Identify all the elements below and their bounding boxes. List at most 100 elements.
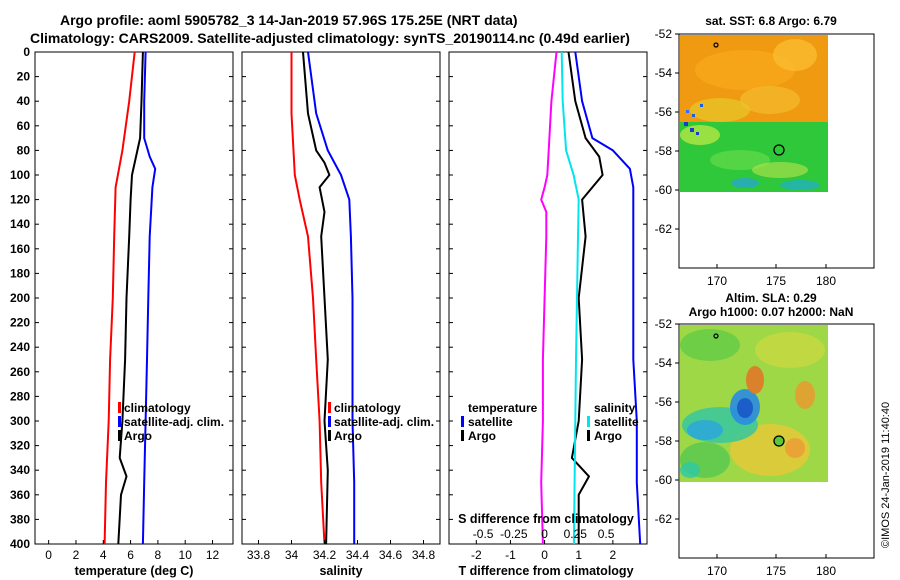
depth-tick-label: 180 bbox=[10, 266, 30, 280]
legend-swatch-satellite bbox=[328, 416, 331, 427]
temperature-xlabel: temperature (deg C) bbox=[75, 564, 194, 578]
legend-label-argo: Argo bbox=[334, 429, 362, 443]
depth-tick-label: 280 bbox=[10, 389, 30, 403]
legend-swatch-argo bbox=[328, 430, 331, 441]
difference-legend-temperature: temperature satellite Argo bbox=[461, 401, 538, 443]
difference-x-ticks: -2 -1 0 1 2 bbox=[471, 540, 617, 562]
map-y-tick-label: -58 bbox=[655, 144, 673, 158]
depth-tick-label: 0 bbox=[23, 45, 30, 59]
map-y-tick-label: -54 bbox=[655, 356, 673, 370]
map-y-tick-label: -52 bbox=[655, 317, 673, 331]
map-y-tick-label: -56 bbox=[655, 105, 673, 119]
depth-tick-label: 300 bbox=[10, 414, 30, 428]
series-line-salinity-satellite bbox=[560, 51, 580, 545]
x-tick-label: 4 bbox=[100, 548, 107, 562]
s-diff-tick-label: -0.5 bbox=[473, 527, 494, 541]
x-tick-label: -1 bbox=[505, 548, 516, 562]
x-tick-label: 34.2 bbox=[313, 548, 337, 562]
legend-swatch-satellite bbox=[587, 416, 590, 427]
depth-tick-label: 160 bbox=[10, 242, 30, 256]
legend-swatch-satellite bbox=[118, 416, 121, 427]
depth-tick-label: 220 bbox=[10, 316, 30, 330]
sla-map-x-ticks: 170 175 180 bbox=[707, 554, 836, 578]
x-tick-label: 10 bbox=[179, 548, 193, 562]
temperature-legend: climatology satellite-adj. clim. Argo bbox=[118, 401, 224, 443]
s-diff-tick-label: 0.25 bbox=[564, 527, 588, 541]
legend-label-argo: Argo bbox=[124, 429, 152, 443]
legend-swatch-climatology bbox=[118, 402, 121, 413]
difference-panel-frame bbox=[448, 51, 648, 545]
legend-label-satellite: satellite bbox=[468, 415, 513, 429]
series-line-temperature-argo bbox=[567, 51, 604, 544]
x-tick-label: 0 bbox=[541, 548, 548, 562]
legend-title-temperature: temperature bbox=[468, 401, 538, 415]
map-x-tick-label: 180 bbox=[816, 274, 836, 288]
x-tick-label: 0 bbox=[45, 548, 52, 562]
depth-tick-label: 380 bbox=[10, 512, 30, 526]
depth-tick-label: 240 bbox=[10, 340, 30, 354]
legend-label-climatology: climatology bbox=[124, 401, 191, 415]
temperature-panel-frame bbox=[34, 51, 234, 545]
depth-tick-label: 260 bbox=[10, 365, 30, 379]
map-x-tick-label: 170 bbox=[707, 274, 727, 288]
s-diff-tick-label: 0 bbox=[541, 527, 548, 541]
x-tick-label: 34.8 bbox=[412, 548, 436, 562]
series-line-satellite-adj-clim- bbox=[141, 51, 157, 545]
map-y-tick-label: -58 bbox=[655, 434, 673, 448]
legend-label-satellite: satellite-adj. clim. bbox=[334, 415, 434, 429]
depth-axis: 0 20 40 60 80 100 120 140 160 180 200 220 240 260 280 3… bbox=[10, 45, 647, 551]
legend-label-argo: Argo bbox=[468, 429, 496, 443]
series-line-climatology bbox=[290, 52, 326, 545]
map-y-tick-label: -52 bbox=[655, 27, 673, 41]
series-line-climatology bbox=[103, 51, 136, 545]
sla-map-title-line-1: Altim. SLA: 0.29 bbox=[725, 291, 817, 305]
s-diff-tick-label: 0.5 bbox=[598, 527, 615, 541]
map-y-tick-label: -60 bbox=[655, 183, 673, 197]
salinity-difference-title: S difference from climatology bbox=[458, 512, 634, 526]
difference-lines bbox=[540, 51, 642, 545]
imos-timestamp: ©IMOS 24-Jan-2019 11:40:40 bbox=[880, 402, 892, 548]
x-tick-label: 34.4 bbox=[346, 548, 370, 562]
depth-tick-label: 140 bbox=[10, 217, 30, 231]
legend-swatch-argo bbox=[461, 430, 464, 441]
sla-map-image bbox=[680, 325, 828, 482]
s-diff-tick-label: -0.25 bbox=[500, 527, 528, 541]
sla-argo-location-marker bbox=[773, 435, 785, 447]
map-x-tick-label: 180 bbox=[816, 564, 836, 578]
legend-label-argo: Argo bbox=[594, 429, 622, 443]
map-x-tick-label: 175 bbox=[766, 564, 786, 578]
series-line-argo bbox=[302, 51, 331, 545]
legend-label-satellite: satellite bbox=[594, 415, 639, 429]
legend-swatch-argo bbox=[118, 430, 121, 441]
depth-tick-label: 200 bbox=[10, 291, 30, 305]
series-line-argo bbox=[117, 51, 144, 545]
map-y-tick-label: -56 bbox=[655, 395, 673, 409]
difference-xlabel: T difference from climatology bbox=[458, 564, 633, 578]
legend-swatch-climatology bbox=[328, 402, 331, 413]
x-tick-label: 12 bbox=[206, 548, 220, 562]
title-line-2: Climatology: CARS2009. Satellite-adjuste… bbox=[30, 30, 630, 46]
sst-argo-location-marker bbox=[773, 144, 785, 156]
legend-label-satellite: satellite-adj. clim. bbox=[124, 415, 224, 429]
series-line-satellite-adj-clim- bbox=[307, 51, 356, 544]
depth-tick-label: 340 bbox=[10, 463, 30, 477]
series-line-salinity-argo bbox=[540, 51, 558, 545]
map-x-tick-label: 170 bbox=[707, 564, 727, 578]
temperature-x-ticks: 0 2 4 6 8 10 12 bbox=[45, 540, 220, 562]
sst-map-image bbox=[680, 35, 828, 192]
depth-tick-label: 360 bbox=[10, 488, 30, 502]
legend-swatch-argo bbox=[587, 430, 590, 441]
salinity-x-ticks: 33.8 34 34.2 34.4 34.6 34.8 bbox=[247, 540, 436, 562]
depth-tick-label: 400 bbox=[10, 537, 30, 551]
salinity-xlabel: salinity bbox=[319, 564, 362, 578]
sla-map-y-ticks: -52 -54 -56 -58 -60 -62 bbox=[655, 317, 679, 526]
map-x-tick-label: 175 bbox=[766, 274, 786, 288]
depth-tick-label: 100 bbox=[10, 168, 30, 182]
depth-tick-label: 320 bbox=[10, 439, 30, 453]
legend-swatch-satellite bbox=[461, 416, 464, 427]
depth-tick-label: 60 bbox=[17, 119, 31, 133]
map-y-tick-label: -54 bbox=[655, 66, 673, 80]
salinity-lines bbox=[290, 51, 356, 545]
sst-map-y-ticks: -52 -54 -56 -58 -60 -62 bbox=[655, 27, 679, 236]
depth-tick-label: 20 bbox=[17, 70, 31, 84]
